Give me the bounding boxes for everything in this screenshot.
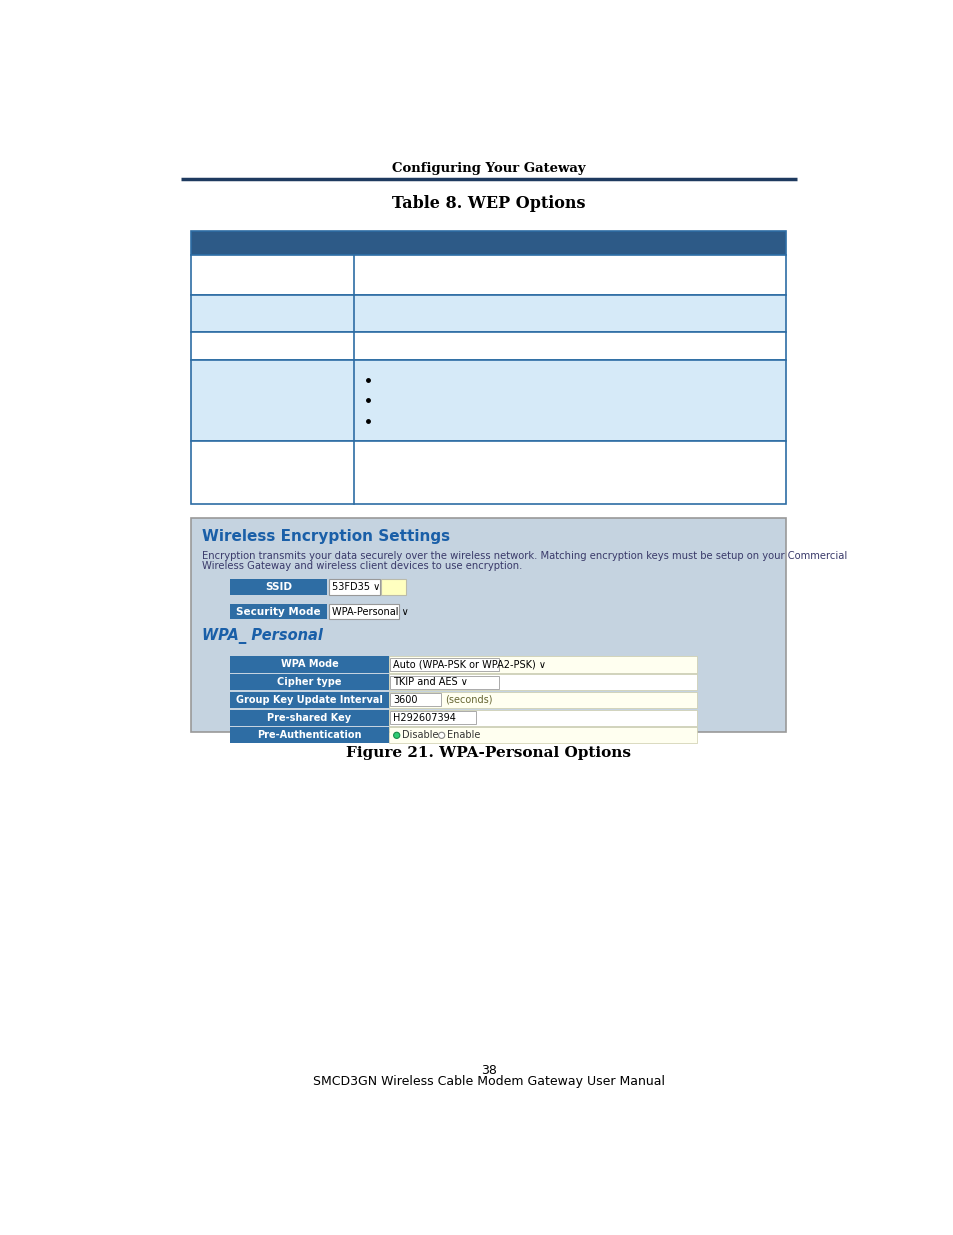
Text: Encryption transmits your data securely over the wireless network. Matching encr: Encryption transmits your data securely … <box>202 551 846 561</box>
Text: (seconds): (seconds) <box>445 695 493 705</box>
Text: Disable: Disable <box>402 730 438 740</box>
Bar <box>390 658 498 671</box>
Text: 38: 38 <box>480 1065 497 1077</box>
Bar <box>192 359 785 441</box>
Bar <box>390 693 440 706</box>
Text: Pre-shared Key: Pre-shared Key <box>267 713 352 722</box>
Text: Table 8. WEP Options: Table 8. WEP Options <box>392 195 585 212</box>
Text: Configuring Your Gateway: Configuring Your Gateway <box>392 163 585 175</box>
Text: WPA_ Personal: WPA_ Personal <box>202 627 323 643</box>
Bar <box>192 256 785 295</box>
Bar <box>230 579 327 595</box>
Bar <box>230 710 389 726</box>
Text: SSID: SSID <box>265 582 292 592</box>
Text: Security Mode: Security Mode <box>236 606 320 616</box>
Text: TKIP and AES ∨: TKIP and AES ∨ <box>393 677 467 687</box>
Text: 3600: 3600 <box>393 695 416 705</box>
Bar <box>192 517 785 732</box>
Text: Cipher type: Cipher type <box>277 677 341 687</box>
Bar <box>381 579 406 595</box>
Text: Auto (WPA-PSK or WPA2-PSK) ∨: Auto (WPA-PSK or WPA2-PSK) ∨ <box>393 659 545 669</box>
Bar <box>389 727 696 743</box>
Bar <box>192 332 785 359</box>
Text: Figure 21. WPA-Personal Options: Figure 21. WPA-Personal Options <box>346 746 631 761</box>
Text: Wireless Gateway and wireless client devices to use encryption.: Wireless Gateway and wireless client dev… <box>202 562 522 572</box>
Text: WPA Mode: WPA Mode <box>280 659 338 669</box>
Bar <box>230 727 389 743</box>
Bar <box>389 656 696 673</box>
Text: Group Key Update Interval: Group Key Update Interval <box>235 695 382 705</box>
Bar <box>230 674 389 690</box>
Circle shape <box>438 732 444 739</box>
Text: 53FD35 ∨: 53FD35 ∨ <box>332 582 380 592</box>
Text: SMCD3GN Wireless Cable Modem Gateway User Manual: SMCD3GN Wireless Cable Modem Gateway Use… <box>313 1074 664 1088</box>
Text: Enable: Enable <box>447 730 480 740</box>
Text: H292607394: H292607394 <box>393 713 456 722</box>
Bar <box>192 295 785 332</box>
Bar <box>230 656 389 673</box>
Bar <box>329 579 379 595</box>
Bar <box>389 674 696 690</box>
Bar <box>329 604 398 620</box>
Text: Pre-Authentication: Pre-Authentication <box>257 730 361 740</box>
Bar <box>192 231 785 256</box>
Bar <box>230 692 389 708</box>
Bar <box>192 441 785 504</box>
Circle shape <box>394 732 399 739</box>
Bar <box>390 711 476 724</box>
Text: Wireless Encryption Settings: Wireless Encryption Settings <box>202 529 450 543</box>
Bar <box>230 604 327 620</box>
Text: WPA-Personal ∨: WPA-Personal ∨ <box>332 606 409 616</box>
Bar <box>390 676 498 689</box>
Bar <box>389 692 696 708</box>
Bar <box>389 710 696 726</box>
